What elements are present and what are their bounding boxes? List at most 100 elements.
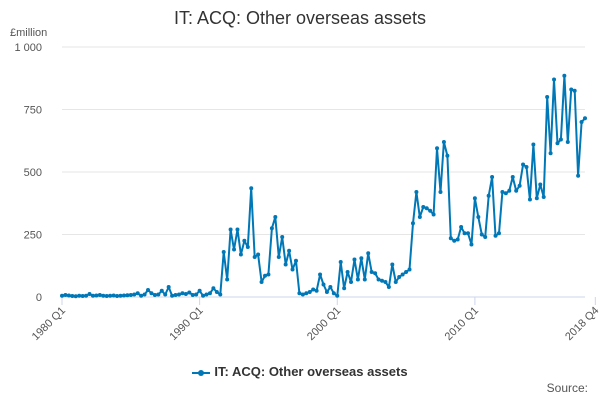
data-point[interactable] <box>410 221 415 226</box>
data-point[interactable] <box>87 292 92 296</box>
data-point[interactable] <box>479 232 484 237</box>
data-point[interactable] <box>252 255 257 259</box>
data-point[interactable] <box>204 292 209 297</box>
data-point[interactable] <box>190 293 195 297</box>
data-point[interactable] <box>500 190 505 194</box>
data-point[interactable] <box>94 293 99 298</box>
data-point[interactable] <box>548 151 553 156</box>
data-point[interactable] <box>84 293 89 298</box>
data-point[interactable] <box>293 258 298 263</box>
data-point[interactable] <box>80 294 85 298</box>
data-point[interactable] <box>194 292 199 297</box>
data-point[interactable] <box>63 293 68 297</box>
data-point[interactable] <box>462 231 467 236</box>
data-point[interactable] <box>263 273 268 278</box>
data-point[interactable] <box>407 267 412 272</box>
data-point[interactable] <box>386 285 391 289</box>
data-point[interactable] <box>421 205 426 209</box>
data-point[interactable] <box>379 278 384 283</box>
data-point[interactable] <box>211 286 216 291</box>
data-point[interactable] <box>318 272 323 277</box>
data-point[interactable] <box>342 286 347 291</box>
data-point[interactable] <box>472 196 477 201</box>
data-point[interactable] <box>166 285 171 289</box>
data-point[interactable] <box>269 226 274 231</box>
data-point[interactable] <box>514 188 519 193</box>
data-point[interactable] <box>435 146 440 151</box>
data-point[interactable] <box>149 291 154 296</box>
data-point[interactable] <box>135 291 140 296</box>
data-point[interactable] <box>228 227 233 232</box>
data-point[interactable] <box>156 292 161 297</box>
data-point[interactable] <box>466 231 471 236</box>
data-point[interactable] <box>242 238 247 243</box>
data-point[interactable] <box>459 225 464 229</box>
data-point[interactable] <box>287 248 292 253</box>
data-point[interactable] <box>572 88 577 93</box>
data-point[interactable] <box>445 153 450 158</box>
data-point[interactable] <box>424 206 429 211</box>
data-point[interactable] <box>541 195 546 199</box>
data-point[interactable] <box>527 197 532 202</box>
data-point[interactable] <box>280 235 285 239</box>
legend[interactable]: IT: ACQ: Other overseas assets <box>0 364 600 379</box>
data-point[interactable] <box>104 294 109 298</box>
data-point[interactable] <box>335 293 340 298</box>
data-point[interactable] <box>521 162 526 167</box>
data-point[interactable] <box>414 190 419 194</box>
data-point[interactable] <box>311 287 316 292</box>
data-point[interactable] <box>452 238 457 243</box>
data-point[interactable] <box>431 212 436 217</box>
data-point[interactable] <box>476 215 481 219</box>
data-point[interactable] <box>235 227 240 232</box>
data-point[interactable] <box>531 142 536 147</box>
data-point[interactable] <box>70 294 75 298</box>
data-point[interactable] <box>517 183 522 188</box>
data-point[interactable] <box>534 196 539 201</box>
data-point[interactable] <box>176 292 181 297</box>
data-point[interactable] <box>146 288 151 292</box>
data-point[interactable] <box>128 293 133 297</box>
data-point[interactable] <box>483 235 488 239</box>
data-point[interactable] <box>555 141 560 146</box>
data-point[interactable] <box>338 260 343 264</box>
data-point[interactable] <box>60 293 64 298</box>
data-point[interactable] <box>438 190 443 194</box>
data-point[interactable] <box>101 293 106 298</box>
data-point[interactable] <box>259 280 264 284</box>
data-point[interactable] <box>404 270 409 274</box>
data-point[interactable] <box>180 291 185 296</box>
data-point[interactable] <box>503 191 508 196</box>
data-point[interactable] <box>393 280 398 284</box>
data-point[interactable] <box>496 231 501 236</box>
data-point[interactable] <box>290 267 295 272</box>
data-point[interactable] <box>417 215 422 219</box>
data-point[interactable] <box>118 293 123 298</box>
data-point[interactable] <box>369 270 374 274</box>
data-point[interactable] <box>266 272 271 277</box>
data-point[interactable] <box>256 252 261 257</box>
data-point[interactable] <box>218 292 223 297</box>
data-point[interactable] <box>486 193 491 198</box>
data-point[interactable] <box>314 288 319 293</box>
data-point[interactable] <box>197 288 202 293</box>
data-point[interactable] <box>441 140 446 144</box>
data-point[interactable] <box>576 173 581 178</box>
data-point[interactable] <box>331 291 336 296</box>
data-point[interactable] <box>538 182 543 187</box>
data-point[interactable] <box>390 262 395 267</box>
data-point[interactable] <box>245 245 250 249</box>
data-point[interactable] <box>345 270 350 274</box>
data-point[interactable] <box>132 292 137 297</box>
data-point[interactable] <box>373 271 378 276</box>
data-point[interactable] <box>324 290 329 294</box>
data-point[interactable] <box>352 257 357 262</box>
data-point[interactable] <box>569 87 574 92</box>
data-point[interactable] <box>428 208 433 213</box>
data-point[interactable] <box>510 175 515 179</box>
data-point[interactable] <box>159 288 164 293</box>
data-point[interactable] <box>304 291 309 296</box>
data-point[interactable] <box>249 186 254 191</box>
data-point[interactable] <box>383 280 388 284</box>
data-point[interactable] <box>221 250 226 254</box>
